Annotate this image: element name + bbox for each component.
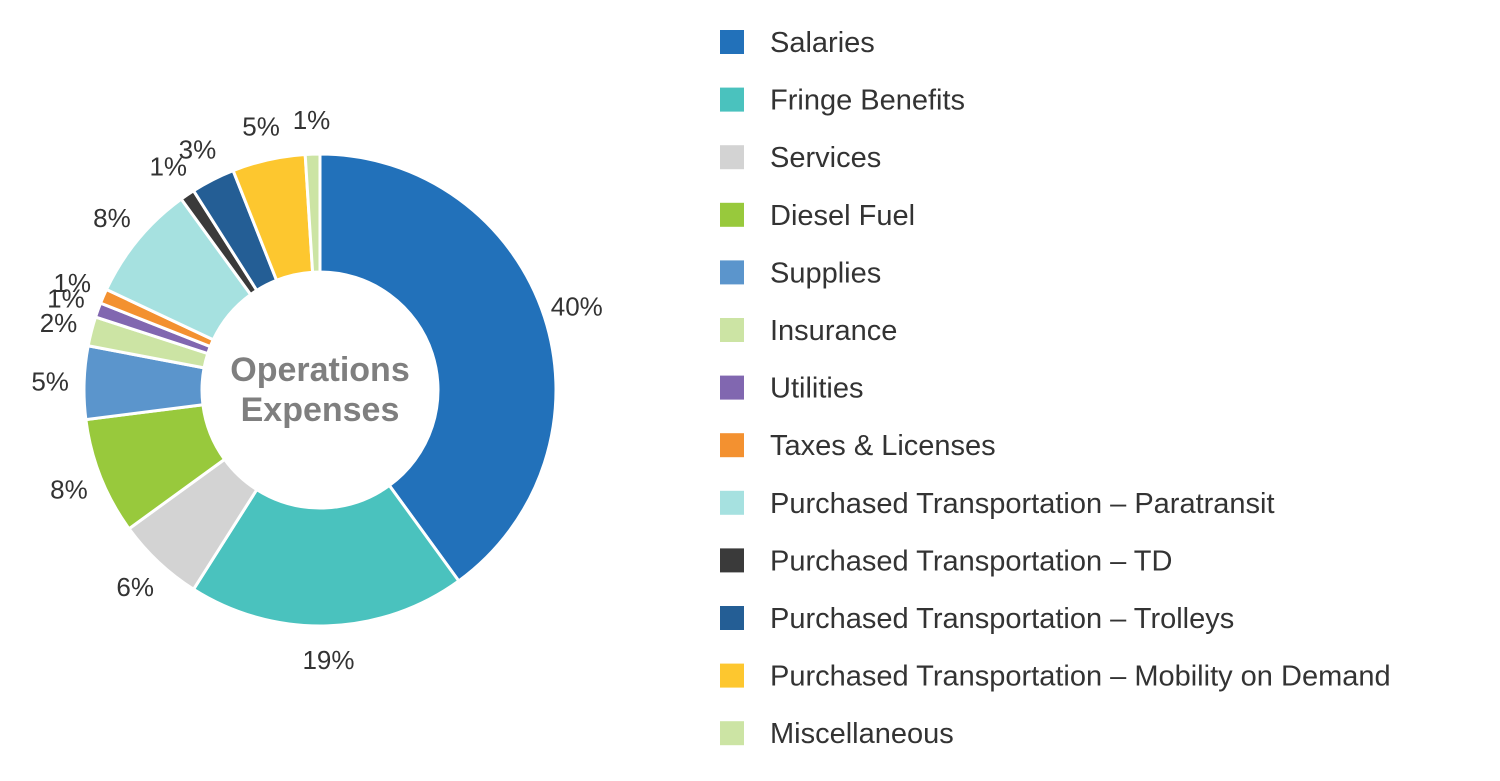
slice-label-fringe-benefits: 19% (302, 645, 354, 675)
legend: Salaries Fringe Benefits Services Diesel Fu… (720, 27, 1391, 750)
slice-label-utilities: 1% (47, 284, 85, 314)
legend-item-purchased-transportation-paratransit: Purchased Transportation – Paratransit (720, 488, 1275, 520)
slice-fringe-benefits (191, 483, 461, 628)
legend-label: Purchased Transportation – Trolleys (770, 603, 1234, 635)
slice-label-diesel-fuel: 8% (50, 474, 88, 504)
legend-swatch (720, 202, 744, 227)
slice-label-purchased-transportation-paratransit: 8% (93, 203, 131, 233)
legend-item-supplies: Supplies (720, 257, 881, 289)
slice-label-purchased-transportation-mobility-on-demand: 5% (242, 112, 280, 142)
legend-item-salaries: Salaries (720, 27, 875, 59)
legend-item-services: Services (720, 142, 881, 174)
legend-label: Services (770, 142, 881, 174)
legend-label: Fringe Benefits (770, 85, 965, 117)
slice-salaries (318, 152, 558, 584)
legend-swatch (720, 548, 744, 573)
legend-label: Purchased Transportation – TD (770, 545, 1172, 577)
donut-slices (82, 152, 558, 628)
slice-label-miscellaneous: 1% (293, 105, 331, 135)
slice-label-supplies: 5% (31, 367, 69, 397)
legend-swatch (720, 721, 744, 746)
slice-label-purchased-transportation-td: 1% (149, 152, 187, 182)
legend-swatch (720, 490, 744, 515)
legend-label: Supplies (770, 257, 881, 289)
percentage-labels: 40%19%6%8%5%2%1%1%8%1%3%5% 1% (31, 105, 602, 675)
slice-label-taxes-licenses: 1% (53, 268, 91, 298)
center-label-line-2: Expenses (241, 391, 400, 429)
legend-item-miscellaneous: Miscellaneous (720, 718, 954, 750)
legend-label: Taxes & Licenses (770, 430, 996, 462)
legend-label: Diesel Fuel (770, 200, 915, 232)
legend-item-fringe-benefits: Fringe Benefits (720, 85, 965, 117)
legend-item-purchased-transportation-trolleys: Purchased Transportation – Trolleys (720, 603, 1234, 635)
slice-label-services: 6% (116, 572, 154, 602)
legend-swatch (720, 260, 744, 285)
legend-swatch (720, 375, 744, 400)
legend-swatch (720, 30, 744, 54)
legend-label: Insurance (770, 315, 897, 347)
slice-miscellaneous (303, 152, 322, 274)
legend-item-taxes-licenses: Taxes & Licenses (720, 430, 996, 462)
legend-swatch (720, 87, 744, 112)
legend-label: Purchased Transportation – Paratransit (770, 488, 1275, 520)
legend-swatch (720, 433, 744, 458)
legend-label: Salaries (770, 27, 875, 59)
legend-item-utilities: Utilities (720, 373, 863, 405)
legend-label: Utilities (770, 373, 863, 405)
center-label: Operations Expenses (230, 351, 409, 429)
legend-item-diesel-fuel: Diesel Fuel (720, 200, 915, 232)
legend-label: Miscellaneous (770, 718, 954, 750)
legend-item-purchased-transportation-mobility-on-demand: Purchased Transportation – Mobility on D… (720, 661, 1391, 693)
slice-label-purchased-transportation-trolleys: 3% (179, 134, 217, 164)
center-label-line-1: Operations (230, 351, 409, 389)
legend-item-purchased-transportation-td: Purchased Transportation – TD (720, 545, 1172, 577)
legend-swatch (720, 318, 744, 342)
slice-label-insurance: 2% (40, 308, 78, 338)
legend-item-insurance: Insurance (720, 315, 897, 347)
slice-label-salaries: 40% (551, 292, 603, 322)
legend-swatch (720, 606, 744, 630)
legend-swatch (720, 145, 744, 170)
legend-swatch (720, 663, 744, 688)
legend-label: Purchased Transportation – Mobility on D… (770, 661, 1391, 693)
